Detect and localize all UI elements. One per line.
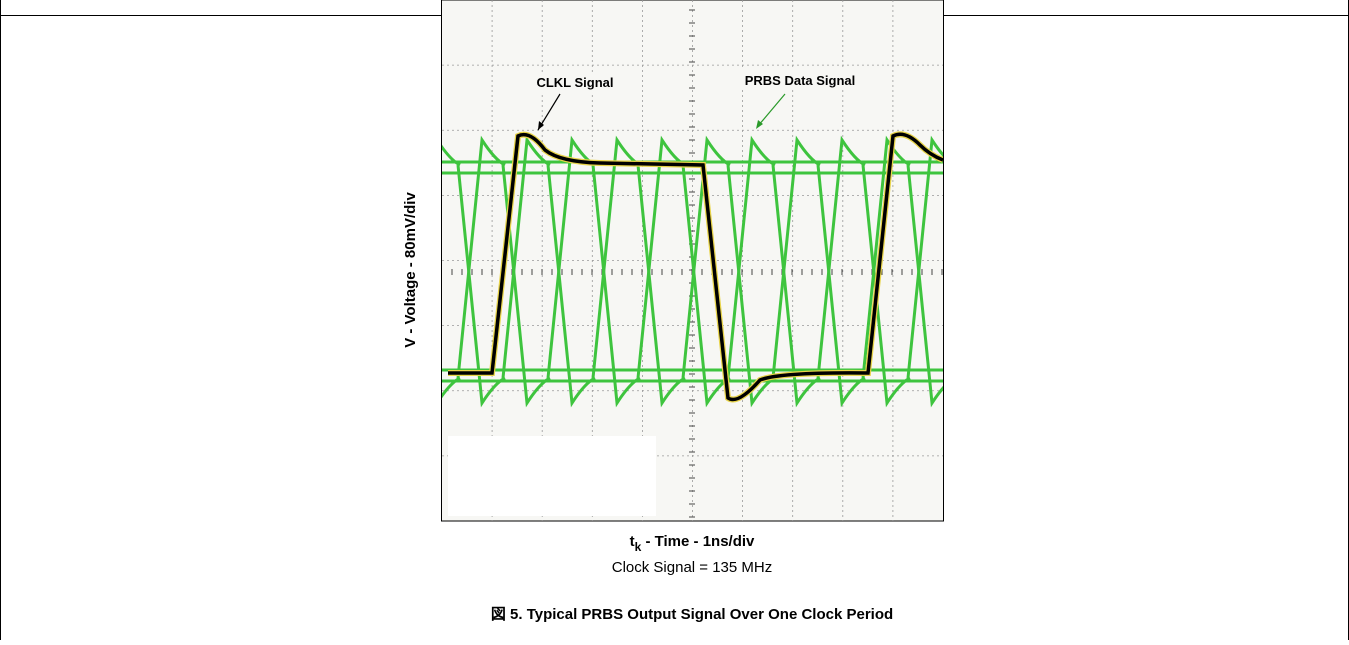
- white-patch: [448, 436, 656, 516]
- figure-caption: 図 5. Typical PRBS Output Signal Over One…: [491, 606, 893, 623]
- x-axis-label: tk - Time - 1ns/div: [630, 533, 755, 554]
- page: {"figure": { "annotations": {"clock_labe…: [0, 0, 1349, 640]
- data-annotation: PRBS Data Signal: [745, 73, 856, 88]
- data-trace: [953, 140, 1000, 378]
- figure: CLKL Signal PRBS Data Signal V - Voltage…: [0, 0, 1349, 640]
- data-trace: [953, 165, 1000, 403]
- clock-note: Clock Signal = 135 MHz: [612, 559, 773, 576]
- page-body: CLKL Signal PRBS Data Signal V - Voltage…: [0, 0, 1349, 640]
- clock-annotation: CLKL Signal: [536, 75, 613, 90]
- data-trace: [965, 173, 1010, 370]
- data-trace: [960, 162, 1015, 381]
- x-label-rest: - Time - 1ns/div: [641, 533, 755, 550]
- y-axis-label: V - Voltage - 80mV/div: [402, 192, 419, 348]
